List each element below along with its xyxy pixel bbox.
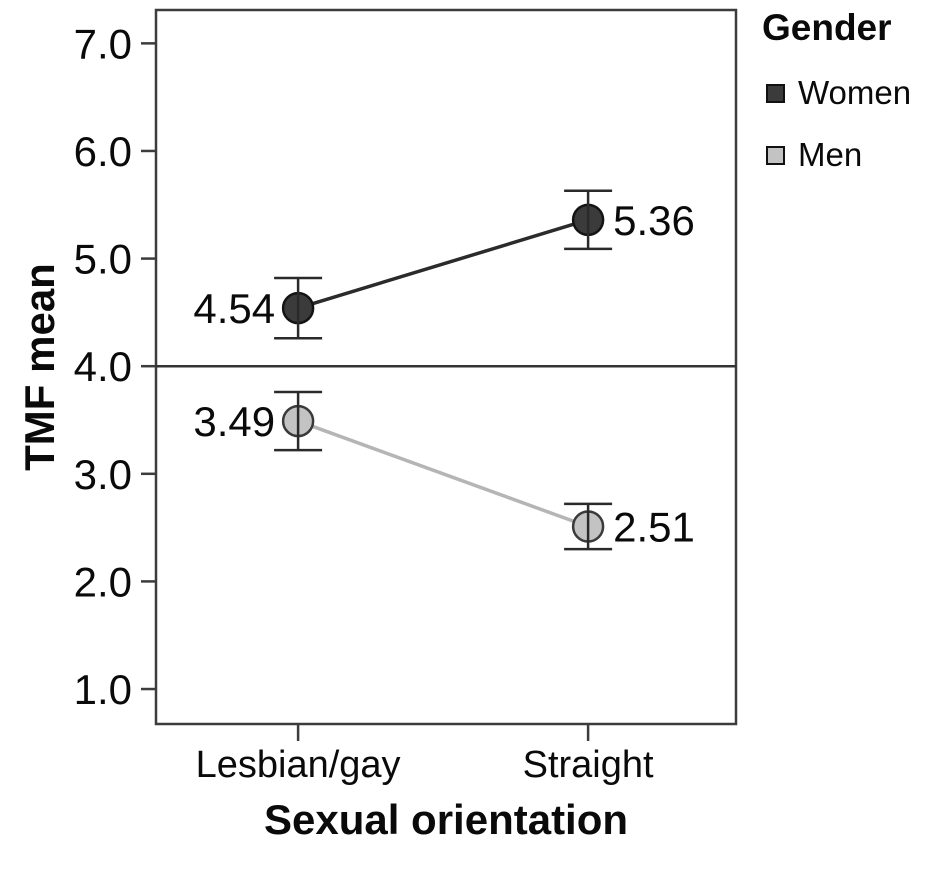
- x-tick-label: Lesbian/gay: [196, 744, 401, 786]
- data-point-label: 4.54: [193, 285, 275, 332]
- legend-title: Gender: [762, 7, 892, 48]
- y-tick-label: 1.0: [74, 666, 132, 713]
- x-tick-label: Straight: [523, 744, 654, 786]
- series-line: [297, 218, 589, 310]
- y-tick-label: 3.0: [74, 451, 132, 498]
- men-swatch-icon: [766, 145, 785, 165]
- y-tick-label: 7.0: [74, 20, 132, 67]
- legend-item-men: Men: [758, 136, 911, 174]
- data-point-label: 3.49: [193, 398, 275, 445]
- y-tick-label: 6.0: [74, 128, 132, 175]
- women-swatch-icon: [766, 83, 785, 103]
- y-axis-title: TMF mean: [16, 263, 63, 471]
- legend: Gender Women Men: [758, 6, 911, 174]
- data-point-label: 2.51: [613, 504, 695, 551]
- data-point-label: 5.36: [613, 197, 695, 244]
- y-tick-label: 2.0: [74, 558, 132, 605]
- y-tick-label: 4.0: [74, 343, 132, 390]
- legend-item-women: Women: [758, 74, 911, 112]
- legend-label-men: Men: [798, 136, 863, 173]
- series-line: [297, 419, 589, 529]
- x-axis-title: Sexual orientation: [263, 796, 629, 843]
- legend-label-women: Women: [798, 74, 912, 111]
- y-tick-label: 5.0: [74, 236, 132, 283]
